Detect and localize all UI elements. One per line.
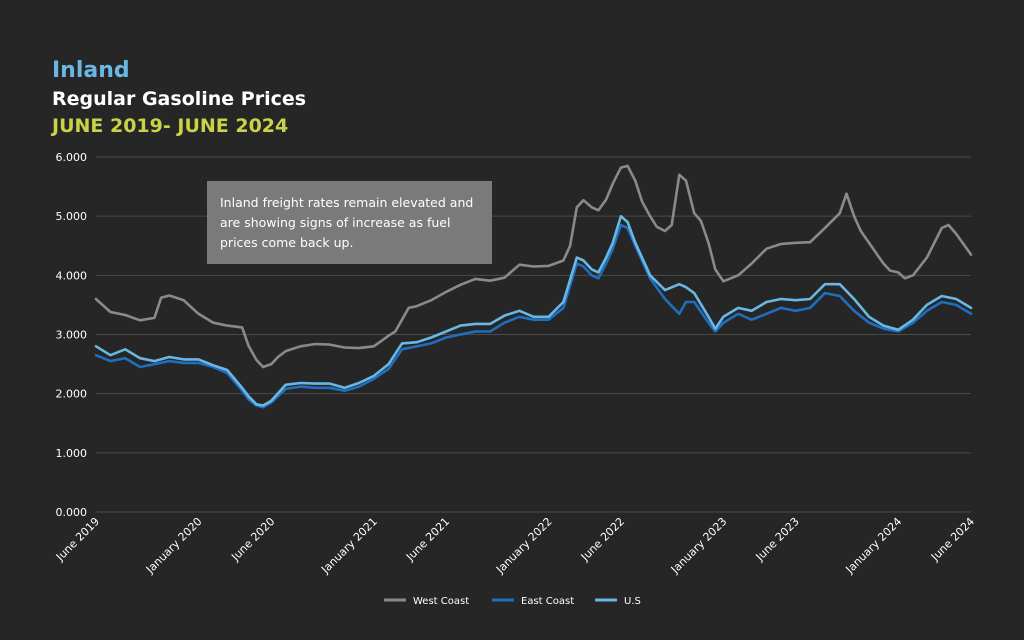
x-tick-label: January 2023 bbox=[668, 515, 730, 577]
series-lines bbox=[94, 164, 973, 409]
grid-lines bbox=[96, 156, 971, 513]
y-axis: 0.000 1.000 2.000 3.000 4.000 5.000 6.000 bbox=[56, 151, 88, 519]
x-tick-label: January 2022 bbox=[493, 515, 555, 577]
series-line-west-coast bbox=[94, 164, 973, 369]
x-tick-label: January 2021 bbox=[318, 515, 380, 577]
series-line-u-s bbox=[94, 214, 973, 407]
y-tick-label: 3.000 bbox=[56, 329, 88, 342]
x-tick-label: January 2024 bbox=[843, 515, 905, 577]
x-tick-label: June 2020 bbox=[228, 515, 277, 564]
callout-line: Inland freight rates remain elevated and bbox=[220, 195, 474, 210]
chart-subtitle: Regular Gasoline Prices bbox=[52, 88, 307, 110]
y-tick-label: 0.000 bbox=[56, 506, 88, 519]
y-tick-label: 4.000 bbox=[56, 269, 88, 282]
annotation-callout: Inland freight rates remain elevated and… bbox=[207, 181, 492, 264]
legend-label: U.S bbox=[624, 596, 641, 607]
x-tick-label: June 2022 bbox=[578, 515, 627, 564]
callout-line: are showing signs of increase as fuel bbox=[220, 215, 451, 230]
x-tick-label: January 2020 bbox=[143, 515, 205, 577]
x-tick-label: June 2021 bbox=[403, 515, 452, 564]
x-axis: June 2019 January 2020 June 2020 January 20… bbox=[53, 515, 977, 577]
series-line-east-coast bbox=[94, 223, 973, 409]
x-tick-label: June 2023 bbox=[753, 515, 802, 564]
y-tick-label: 2.000 bbox=[56, 388, 88, 401]
date-range: JUNE 2019- JUNE 2024 bbox=[52, 115, 289, 137]
callout-line: prices come back up. bbox=[220, 235, 354, 250]
chart-header: Inland Regular Gasoline Prices JUNE 2019… bbox=[52, 56, 306, 139]
y-tick-label: 1.000 bbox=[56, 447, 88, 460]
legend-label: East Coast bbox=[521, 596, 574, 607]
y-tick-label: 5.000 bbox=[56, 210, 88, 223]
x-tick-label: June 2024 bbox=[928, 515, 977, 564]
legend: West Coast East Coast U.S bbox=[384, 596, 641, 607]
page-title: Inland bbox=[52, 58, 130, 83]
legend-label: West Coast bbox=[413, 596, 469, 607]
x-tick-label: June 2019 bbox=[53, 515, 102, 564]
y-tick-label: 6.000 bbox=[56, 151, 88, 164]
